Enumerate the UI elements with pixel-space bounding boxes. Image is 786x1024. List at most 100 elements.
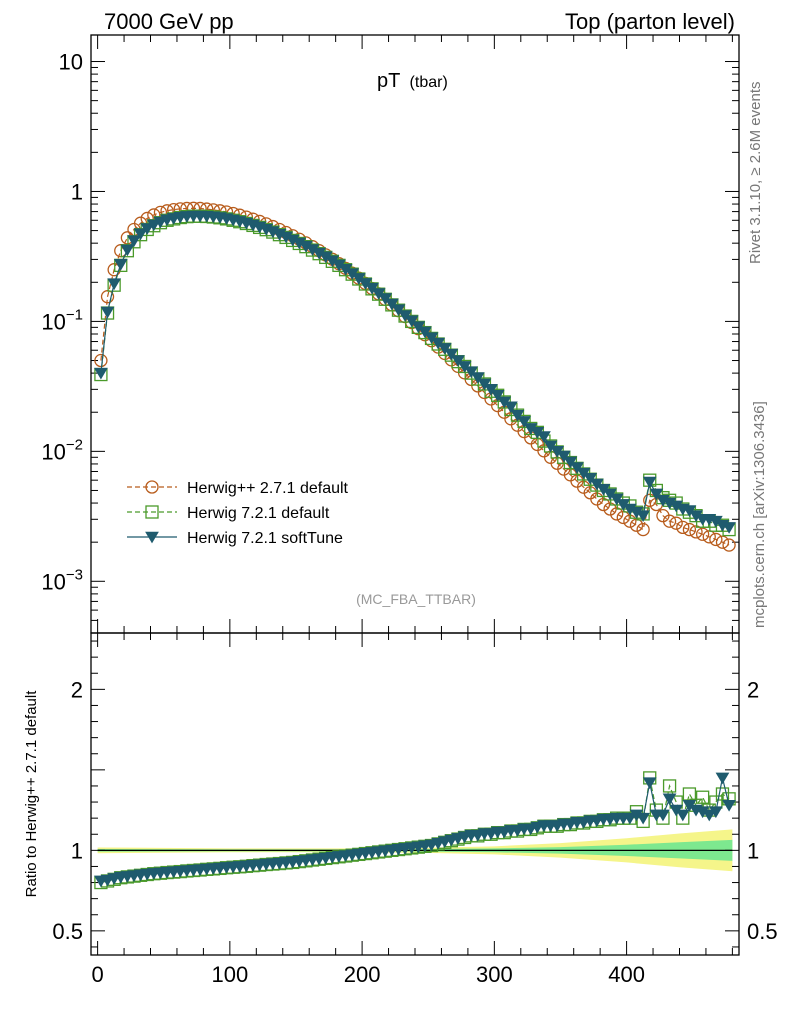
legend-label: Herwig 7.2.1 softTune: [187, 530, 343, 547]
data-point: [695, 527, 710, 541]
data-point: [715, 772, 730, 785]
ratio-series-1: [94, 772, 736, 888]
ratio-plot-tick-labels: 0 100 200 300 400 0.5 0.5 1 1 2 2: [52, 677, 777, 987]
mcplots-source-text: mcplots.cern.ch [arXiv:1306.3436]: [751, 401, 768, 628]
x-tick-label: 0: [91, 962, 103, 987]
data-point: [127, 235, 141, 248]
data-point: [100, 306, 115, 319]
data-point: [451, 355, 465, 367]
data-point: [418, 326, 432, 339]
data-point: [722, 522, 736, 534]
header-right: Top (parton level): [565, 9, 735, 34]
rivet-version-text: Rivet 3.1.10, ≥ 2.6M events: [747, 82, 764, 265]
data-point: [391, 304, 406, 317]
plot-title-main: pT: [377, 70, 400, 92]
main-plot-series: [94, 201, 736, 552]
data-point: [669, 516, 683, 530]
ratio-plot-frame: [90, 632, 740, 956]
legend: Herwig++ 2.7.1 default Herwig 7.2.1 defau…: [127, 480, 349, 547]
data-point: [636, 812, 650, 825]
y-tick-label-right: 2: [747, 677, 759, 702]
data-point: [556, 450, 571, 463]
x-tick-label: 300: [476, 962, 513, 987]
data-point: [490, 389, 505, 402]
legend-item: Herwig 7.2.1 default: [127, 505, 330, 522]
data-point: [662, 514, 677, 528]
y-tick-label-right: 0.5: [747, 919, 778, 944]
ratio-uncertainty-band: [97, 829, 733, 872]
y-tick-label: 10−2: [41, 436, 83, 464]
data-point: [444, 348, 459, 361]
y-tick-label-right: 1: [747, 838, 759, 863]
y-tick-label: 0.5: [52, 919, 83, 944]
analysis-tag: (MC_FBA_TTBAR): [356, 591, 476, 607]
data-point: [504, 401, 518, 414]
ratio-series: [94, 771, 736, 890]
legend-item: Herwig++ 2.7.1 default: [127, 480, 349, 497]
plot-title: pT (tbar): [377, 70, 448, 92]
series-0: [94, 201, 736, 552]
legend-item: Herwig 7.2.1 softTune: [127, 530, 343, 547]
data-point: [517, 416, 531, 428]
data-point: [722, 799, 736, 812]
data-point: [675, 809, 690, 822]
data-point: [662, 793, 677, 806]
y-tick-label: 1: [71, 838, 83, 863]
x-tick-label: 100: [211, 962, 248, 987]
main-plot-panel: 10−3 10−2 10−1 1 10 pT (tbar) (MC_FBA_TTBAR)…: [41, 34, 740, 634]
data-point: [437, 343, 452, 355]
data-point: [140, 223, 155, 235]
header-left: 7000 GeV pp: [104, 9, 234, 34]
data-point: [682, 787, 697, 801]
data-point: [642, 777, 657, 790]
data-point: [676, 520, 690, 535]
data-point: [642, 476, 657, 489]
data-point: [636, 522, 650, 537]
data-point: [146, 219, 161, 232]
x-tick-label: 400: [608, 962, 645, 987]
data-point: [722, 538, 736, 552]
main-plot-y-tick-labels: 10−3 10−2 10−1 1 10: [41, 50, 83, 595]
ratio-plot-panel: 0 100 200 300 400 0.5 0.5 1 1 2 2 Ratio to Herwig+…: [23, 632, 778, 987]
data-point: [464, 366, 479, 379]
data-point: [649, 488, 664, 501]
y-tick-label: 10: [59, 50, 83, 75]
y-tick-label: 2: [71, 677, 83, 702]
data-point: [682, 522, 697, 537]
data-point: [709, 532, 723, 547]
plot-title-sub: (tbar): [410, 74, 448, 91]
data-point: [145, 480, 159, 494]
data-point: [563, 456, 578, 469]
x-tick-label: 200: [344, 962, 381, 987]
data-point: [662, 779, 677, 793]
data-point: [133, 228, 148, 241]
data-point: [537, 431, 551, 443]
data-point: [695, 790, 710, 804]
ratio-y-axis-label: Ratio to Herwig++ 2.7.1 default: [23, 690, 40, 898]
series-2: [94, 210, 736, 534]
data-point: [636, 510, 650, 523]
data-point: [94, 367, 108, 380]
y-tick-label: 10−1: [41, 306, 83, 334]
data-point: [708, 806, 723, 819]
data-point: [702, 809, 717, 822]
data-point: [623, 812, 637, 825]
data-point: [404, 315, 419, 328]
data-point: [384, 298, 399, 311]
legend-label: Herwig 7.2.1 default: [187, 505, 330, 522]
data-point: [583, 473, 598, 485]
data-point: [94, 353, 108, 368]
data-point: [145, 505, 159, 519]
y-tick-label: 1: [71, 179, 83, 204]
main-plot-ticks: [91, 35, 739, 634]
data-point: [145, 531, 159, 544]
data-point: [107, 278, 122, 291]
data-point: [113, 259, 128, 271]
data-point: [510, 409, 525, 422]
legend-label: Herwig++ 2.7.1 default: [187, 480, 349, 497]
data-point: [656, 809, 670, 822]
y-tick-label: 10−3: [41, 566, 83, 594]
data-point: [120, 244, 135, 257]
data-point: [484, 384, 498, 396]
